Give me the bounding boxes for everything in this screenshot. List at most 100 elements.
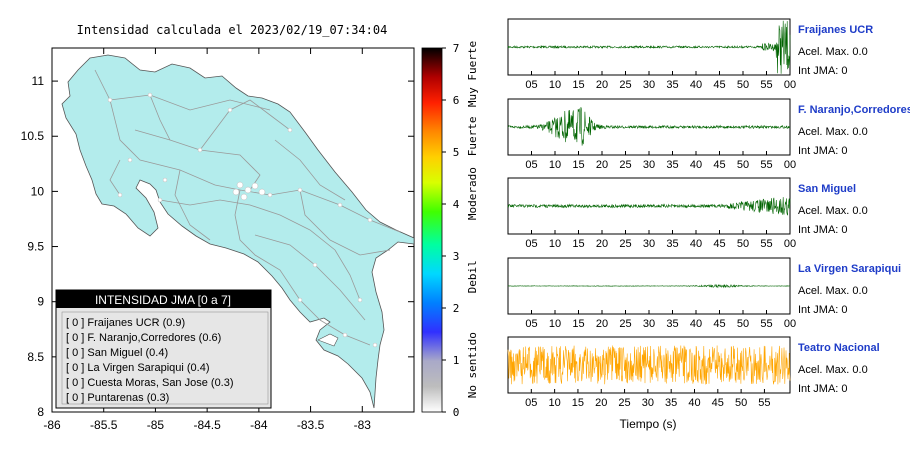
station-jma-intensity: Int JMA: 0 (798, 65, 848, 77)
seismogram-trace (507, 345, 791, 385)
map-y-tick-label: 8.5 (27, 350, 44, 364)
station-max-accel: Acel. Max. 0.0 (798, 205, 868, 217)
seismogram-panel: 05 10 15 20 25 30 35 40 45 50 55 00 La Virgen Sarapi… (507, 257, 901, 330)
colorbar-category-label: Debil (466, 260, 479, 293)
seismogram-tick-label: 55 (760, 79, 772, 91)
legend-header (56, 290, 271, 308)
colorbar-category-label: No sentido (466, 332, 479, 398)
legend-item: [ 0 ] La Virgen Sarapiqui (0.4) (66, 362, 210, 374)
legend-item: [ 0 ] F. Naranjo,Corredores (0.6) (66, 332, 221, 344)
map-x-tick-label: -85.5 (90, 418, 118, 432)
seismogram-tick-label: 30 (643, 238, 655, 250)
seismogram-tick-label: 05 (525, 397, 537, 409)
map-title: Intensidad calculada el 2023/02/19_07:34… (77, 23, 388, 37)
legend-inner-frame (61, 311, 269, 405)
seismogram-tick-label: 05 (525, 79, 537, 91)
station-jma-intensity: Int JMA: 0 (798, 224, 848, 236)
seismogram-tick-label: 15 (572, 159, 584, 171)
seismogram-tick-label: 10 (549, 159, 561, 171)
station-max-accel: Acel. Max. 0.0 (798, 126, 868, 138)
map-x-tick-label: -83 (354, 418, 372, 432)
colorbar-category-label: Muy Fuerte (466, 41, 479, 107)
map-x-axis: -86 -85.5 -85 -84.5 -84 -83.5 -83 (43, 48, 371, 432)
station-name: Teatro Nacional (798, 342, 880, 354)
station-jma-intensity: Int JMA: 0 (798, 383, 848, 395)
seismogram-tick-label: 20 (595, 397, 607, 409)
seismogram-tick-label: 40 (688, 397, 700, 409)
seismogram-tick-label: 50 (737, 238, 749, 250)
map-x-tick-label: -83.5 (297, 418, 325, 432)
colorbar: 0 1 2 3 4 5 6 7 No sentido Debil Moderado Fuerte Mu… (421, 41, 479, 419)
colorbar-tick-label: 1 (453, 354, 460, 367)
station-name: La Virgen Sarapiqui (798, 263, 901, 275)
seismogram-tick-label: 55 (760, 318, 772, 330)
traces-x-label: Tiempo (s) (620, 417, 677, 431)
seismogram-tick-label: 35 (666, 318, 678, 330)
map-y-tick-label: 8 (37, 405, 44, 419)
seismogram-tick-label: 50 (737, 159, 749, 171)
legend-item: [ 0 ] Cuesta Moras, San Jose (0.3) (66, 377, 234, 389)
seismogram-tick-label: 40 (690, 318, 702, 330)
seismogram-tick-label: 45 (713, 79, 725, 91)
station-jma-intensity: Int JMA: 0 (798, 145, 848, 157)
seismogram-tick-label: 30 (643, 79, 655, 91)
seismogram-tick-label: 55 (758, 397, 770, 409)
colorbar-gradient (421, 47, 443, 413)
seismogram-trace (507, 283, 791, 289)
map-x-tick-label: -84.5 (193, 418, 221, 432)
seismogram-tick-label: 15 (572, 318, 584, 330)
seismogram-panels: 05 10 15 20 25 30 35 40 45 50 55 00 Fraijanes UCR Ace… (507, 18, 910, 409)
seismogram-tick-label: 55 (760, 159, 772, 171)
golfo-dulce (317, 333, 339, 347)
seismogram-tick-label: 15 (572, 79, 584, 91)
seismogram-tick-label: 25 (618, 397, 630, 409)
map-y-tick-label: 10 (31, 184, 45, 198)
map-x-tick-label: -84 (250, 418, 268, 432)
seismogram-trace (507, 20, 791, 74)
colorbar-tick-label: 5 (453, 146, 460, 159)
seismogram-tick-label: 45 (713, 159, 725, 171)
seismogram-tick-label: 00 (784, 159, 796, 171)
seismogram-tick-label: 40 (690, 79, 702, 91)
map-panel: Intensidad calculada el 2023/02/19_07:34… (21, 23, 479, 432)
station-max-accel: Acel. Max. 0.0 (798, 46, 868, 58)
seismogram-tick-label: 25 (619, 79, 631, 91)
map-y-axis: 11 10.5 10 9.5 9 8.5 8 (21, 74, 414, 419)
seismogram-panel: 05 10 15 20 25 30 35 40 45 50 55 Teatro Nacional Ace… (507, 336, 880, 409)
seismogram-tick-label: 45 (713, 238, 725, 250)
colorbar-tick-label: 3 (453, 250, 460, 263)
seismogram-tick-label: 20 (596, 79, 608, 91)
intensity-legend: INTENSIDAD JMA [0 a 7] [ 0 ] Fraijanes U… (55, 289, 272, 409)
seismogram-tick-label: 20 (596, 318, 608, 330)
legend-item: [ 0 ] Fraijanes UCR (0.9) (66, 317, 185, 329)
seismogram-panel: 05 10 15 20 25 30 35 40 45 50 55 00 Fraijanes UCR Ace… (507, 18, 873, 91)
colorbar-tick-label: 6 (453, 94, 460, 107)
map-y-tick-label: 11 (32, 74, 45, 88)
station-max-accel: Acel. Max. 0.0 (798, 285, 868, 297)
colorbar-category-label: Moderado (466, 167, 479, 220)
seismogram-tick-label: 50 (737, 318, 749, 330)
seismogram-tick-label: 35 (666, 238, 678, 250)
seismogram-tick-label: 40 (690, 159, 702, 171)
seismogram-tick-label: 55 (760, 238, 772, 250)
seismogram-tick-label: 10 (549, 79, 561, 91)
map-y-tick-label: 9 (37, 295, 44, 309)
seismogram-tick-label: 15 (572, 397, 584, 409)
seismogram-tick-label: 05 (525, 238, 537, 250)
seismogram-tick-label: 20 (596, 238, 608, 250)
seismogram-tick-label: 00 (784, 79, 796, 91)
seismogram-tick-label: 50 (735, 397, 747, 409)
station-name: San Miguel (798, 183, 856, 195)
seismogram-tick-label: 35 (666, 159, 678, 171)
seismogram-tick-label: 30 (642, 397, 654, 409)
seismogram-tick-label: 10 (549, 318, 561, 330)
colorbar-category-label: Fuerte (466, 117, 479, 157)
station-name: Fraijanes UCR (798, 24, 873, 36)
seismogram-tick-label: 00 (784, 318, 796, 330)
seismogram-panel: 05 10 15 20 25 30 35 40 45 50 55 00 San Miguel Acel. … (507, 177, 868, 250)
station-name: F. Naranjo,Corredores (798, 104, 910, 116)
seismogram-tick-label: 15 (572, 238, 584, 250)
seismogram-trace (507, 107, 791, 146)
legend-item: [ 0 ] Puntarenas (0.3) (66, 392, 169, 404)
